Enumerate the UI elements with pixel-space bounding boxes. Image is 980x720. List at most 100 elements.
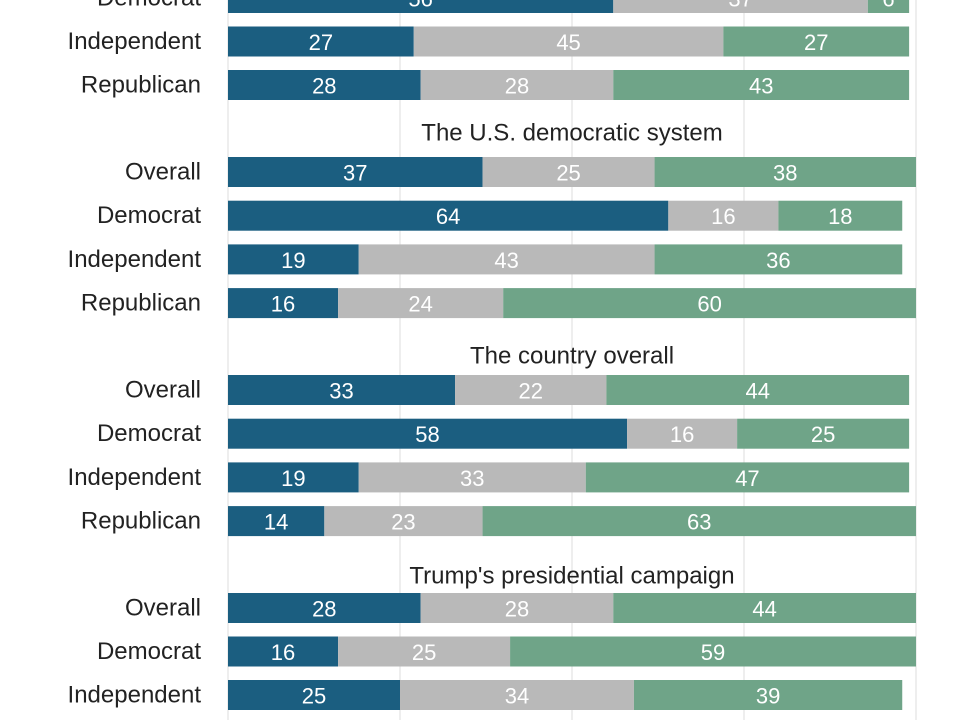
bar-segment [338, 636, 511, 667]
data-label: 24 [408, 292, 432, 317]
data-label: 44 [746, 379, 770, 404]
category-label: Republican [81, 508, 201, 535]
bar-segment [654, 157, 916, 187]
group-title: The U.S. democratic system [421, 120, 722, 147]
data-label: 27 [309, 30, 333, 55]
data-label: 58 [415, 422, 439, 447]
bar-segment [613, 70, 910, 100]
data-label: 16 [711, 204, 735, 229]
group-title: The country overall [470, 343, 674, 370]
data-label: 43 [494, 248, 518, 273]
data-label: 34 [505, 684, 529, 709]
bar-segment [228, 0, 614, 13]
bar-segment [228, 26, 414, 57]
bar-segment [867, 0, 910, 13]
bar-segment [228, 506, 325, 537]
data-label: 19 [281, 248, 305, 273]
data-label: 28 [505, 597, 529, 622]
bar-segment [228, 462, 359, 493]
data-label: 25 [302, 684, 326, 709]
bars [228, 0, 916, 710]
data-label: 64 [436, 204, 460, 229]
data-label: 60 [697, 292, 721, 317]
bar-segment [633, 680, 903, 710]
data-label: 59 [701, 640, 725, 665]
data-label: 19 [281, 466, 305, 491]
bar-segment [613, 593, 916, 623]
data-label: 28 [312, 74, 336, 99]
data-label: 47 [735, 466, 759, 491]
bar-segment [228, 375, 456, 405]
bar-segment [228, 70, 421, 100]
data-label: 27 [804, 30, 828, 55]
bar-segment [510, 636, 916, 667]
data-label: 16 [670, 422, 694, 447]
bar-segment [455, 375, 607, 405]
category-label: Independent [68, 246, 202, 273]
data-label: 33 [329, 379, 353, 404]
bar-segment [228, 593, 421, 623]
bar-segment [228, 200, 669, 231]
category-label: Republican [81, 72, 201, 99]
data-label: 39 [756, 684, 780, 709]
bar-segment [358, 462, 586, 493]
data-label: 18 [828, 204, 852, 229]
bar-segment [228, 244, 359, 275]
category-label: Democrat [97, 420, 201, 447]
data-label: 37 [343, 161, 367, 186]
bar-segment [324, 506, 483, 537]
category-label: Overall [125, 595, 201, 622]
data-label: 6 [882, 0, 894, 12]
data-label: 25 [412, 640, 436, 665]
bar-segment [358, 244, 655, 275]
data-label: 45 [556, 30, 580, 55]
category-label: Independent [68, 28, 202, 55]
data-label: 63 [687, 510, 711, 535]
data-label: 37 [728, 0, 752, 12]
bar-segment [400, 680, 634, 710]
data-label: 25 [556, 161, 580, 186]
data-label: 28 [505, 74, 529, 99]
bar-segment [482, 506, 916, 537]
data-label: 28 [312, 597, 336, 622]
group-title: Trump's presidential campaign [409, 563, 734, 590]
data-label: 56 [408, 0, 432, 12]
bar-segment [654, 244, 903, 275]
bar-segment [420, 70, 614, 100]
bar-segment [228, 680, 400, 710]
bar-segment [413, 26, 724, 57]
category-label: Overall [125, 159, 201, 186]
data-label: 44 [752, 597, 776, 622]
category-label: Democrat [97, 202, 201, 229]
data-label: 36 [766, 248, 790, 273]
data-label: 16 [271, 640, 295, 665]
category-label: Republican [81, 290, 201, 317]
bar-segment [503, 288, 916, 319]
bar-segment [613, 0, 868, 13]
bar-segment [668, 200, 779, 231]
bar-segment [606, 375, 910, 405]
category-label: Democrat [97, 0, 201, 12]
data-label: 23 [391, 510, 415, 535]
data-label: 14 [264, 510, 288, 535]
data-label: 33 [460, 466, 484, 491]
category-label: Independent [68, 682, 202, 709]
bar-segment [778, 200, 903, 231]
bar-segment [627, 418, 738, 449]
data-label: 16 [271, 292, 295, 317]
bar-segment [420, 593, 614, 623]
bar-segment [737, 418, 910, 449]
data-label: 38 [773, 161, 797, 186]
bar-segment [338, 288, 504, 319]
bar-segment [228, 288, 339, 319]
bar-segment [228, 157, 483, 187]
data-label: 22 [518, 379, 542, 404]
category-label: Independent [68, 464, 202, 491]
data-label: 43 [749, 74, 773, 99]
labels: Democrat 56 37 6 Independent 27 45 27 Republican… [68, 0, 895, 709]
bar-segment [228, 418, 628, 449]
bar-segment [723, 26, 910, 57]
bar-segment [228, 636, 339, 667]
category-label: Democrat [97, 638, 201, 665]
